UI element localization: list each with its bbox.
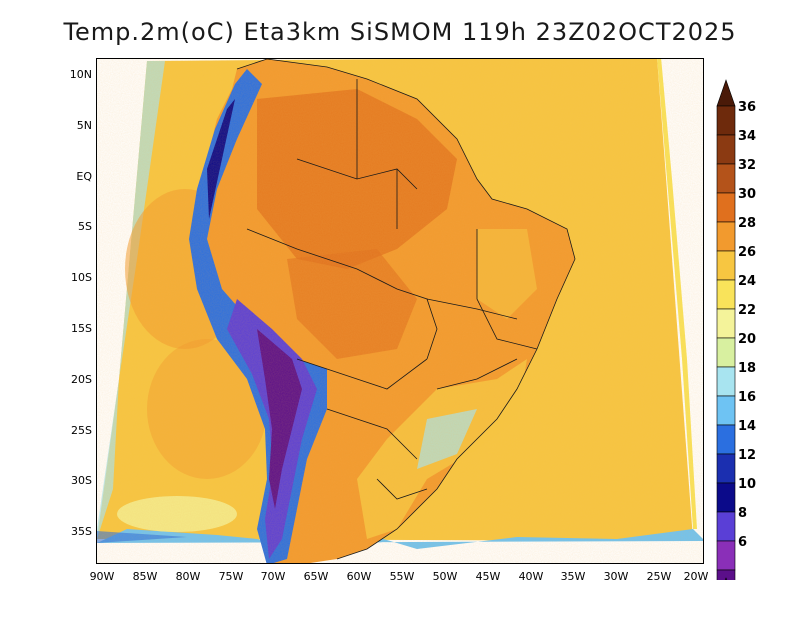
colorbar-swatch (716, 308, 736, 339)
colorbar-label-16: 16 (738, 390, 757, 405)
lon-label-35w: 35W (560, 570, 586, 583)
colorbar-label-18: 18 (738, 361, 757, 376)
colorbar-swatch (716, 569, 736, 580)
colorbar-label-10: 10 (738, 477, 757, 492)
colorbar-bottom-triangle (724, 577, 728, 580)
lat-label-35s: 35S (71, 525, 92, 538)
map-title: Temp.2m(oC) Eta3km SiSMOM 119h 23Z02OCT2… (63, 18, 737, 46)
lon-label-75w: 75W (218, 570, 244, 583)
colorbar-swatch (716, 163, 736, 194)
lon-label-85w: 85W (132, 570, 158, 583)
lon-label-55w: 55W (389, 570, 415, 583)
lon-label-70w: 70W (260, 570, 286, 583)
lon-label-25w: 25W (646, 570, 672, 583)
colorbar-swatch (716, 453, 736, 484)
lat-label-15s: 15S (71, 322, 92, 335)
lat-label-5n: 5N (76, 119, 92, 132)
colorbar-swatch (716, 134, 736, 165)
lat-label-5s: 5S (78, 220, 92, 233)
colorbar-label-28: 28 (738, 216, 757, 231)
colorbar-swatch (716, 279, 736, 310)
lon-label-20w: 20W (683, 570, 709, 583)
colorbar-label-8: 8 (738, 506, 748, 521)
lon-label-50w: 50W (432, 570, 458, 583)
colorbar-label-6: 6 (738, 535, 748, 550)
lon-label-30w: 30W (603, 570, 629, 583)
colorbar-label-36: 36 (738, 100, 757, 115)
colorbar-swatch (716, 337, 736, 368)
colorbar-swatch (716, 395, 736, 426)
colorbar-label-30: 30 (738, 187, 757, 202)
lat-label-10s: 10S (71, 271, 92, 284)
colorbar-label-22: 22 (738, 303, 757, 318)
colorbar-label-32: 32 (738, 158, 757, 173)
colorbar-swatch (716, 482, 736, 513)
colorbar-label-20: 20 (738, 332, 757, 347)
colorbar-swatch (716, 192, 736, 223)
temperature-map (96, 58, 704, 564)
colorbar-swatch (716, 366, 736, 397)
lat-label-10n: 10N (69, 68, 92, 81)
colorbar-top-triangle (716, 79, 736, 107)
lon-label-65w: 65W (303, 570, 329, 583)
lon-label-60w: 60W (346, 570, 372, 583)
colorbar-label-34: 34 (738, 129, 757, 144)
lon-label-40w: 40W (518, 570, 544, 583)
map-canvas (97, 59, 703, 563)
lon-label-90w: 90W (89, 570, 115, 583)
colorbar-swatch (716, 424, 736, 455)
colorbar-swatch (716, 511, 736, 542)
colorbar-label-26: 26 (738, 245, 757, 260)
lon-label-45w: 45W (475, 570, 501, 583)
lat-label-30s: 30S (71, 474, 92, 487)
colorbar-swatch (716, 105, 736, 136)
colorbar-swatch (716, 221, 736, 252)
colorbar-swatch (716, 540, 736, 571)
country-borders (236, 59, 576, 560)
lon-label-80w: 80W (175, 570, 201, 583)
lat-label-25s: 25S (71, 424, 92, 437)
colorbar (716, 79, 736, 580)
colorbar-swatch (716, 250, 736, 281)
lat-label-eq: EQ (76, 170, 92, 183)
colorbar-label-12: 12 (738, 448, 757, 463)
lat-label-20s: 20S (71, 373, 92, 386)
colorbar-label-24: 24 (738, 274, 757, 289)
colorbar-label-14: 14 (738, 419, 757, 434)
